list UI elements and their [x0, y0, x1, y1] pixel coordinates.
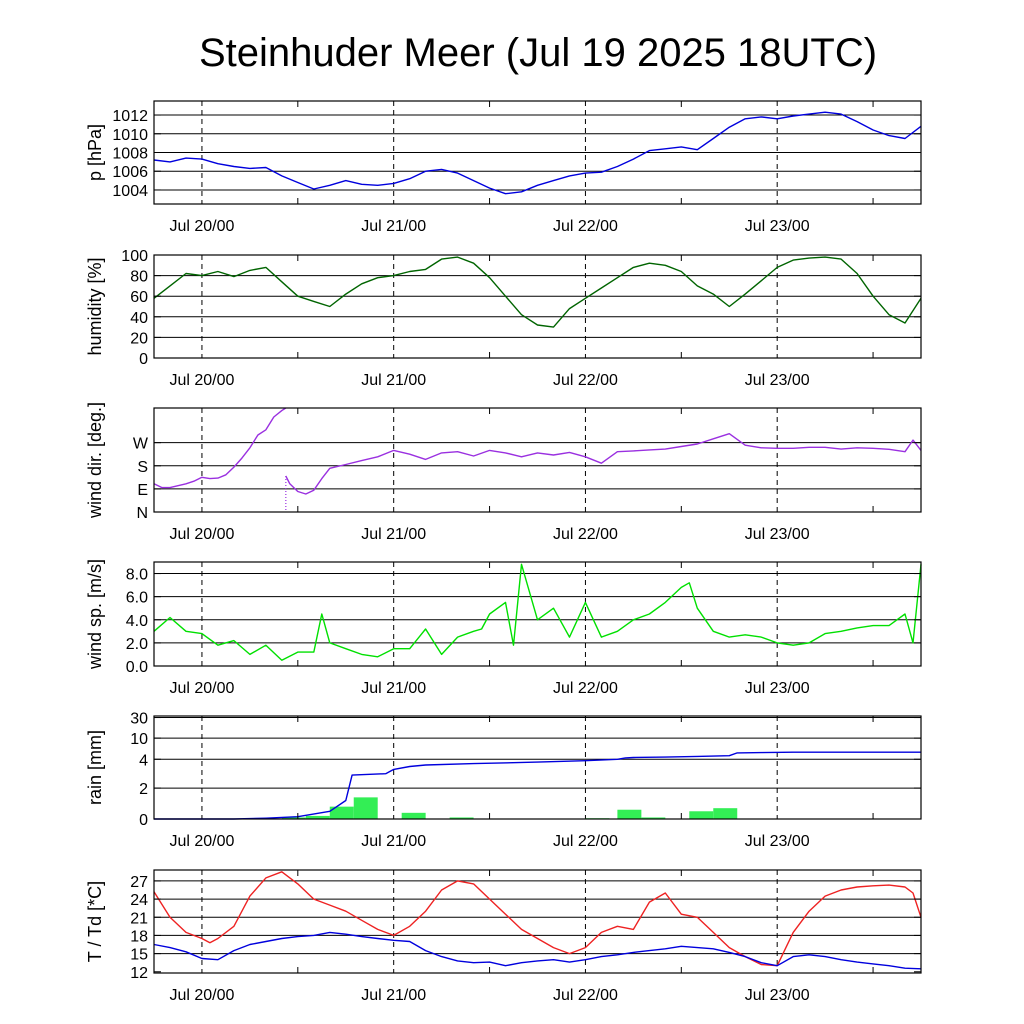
y-tick-label: 20 — [130, 330, 148, 347]
x-tick-label: Jul 23/00 — [745, 372, 810, 389]
x-tick-label: Jul 22/00 — [553, 372, 618, 389]
y-tick-label: 8.0 — [126, 567, 148, 584]
rain-bar — [641, 817, 666, 819]
y-axis-label: humidity [%] — [85, 257, 105, 355]
y-tick-label: E — [137, 482, 148, 499]
y-tick-label: 100 — [121, 248, 148, 265]
rain-bar — [353, 797, 378, 819]
rain-bar — [449, 817, 474, 819]
y-tick-label: N — [136, 505, 148, 522]
plot-frame — [153, 407, 922, 513]
y-tick-label: 2 — [139, 781, 148, 798]
rain-bar — [689, 811, 714, 819]
series-line-1 — [153, 256, 922, 328]
y-tick-label: 0.0 — [126, 659, 148, 676]
x-tick-label: Jul 20/00 — [169, 833, 234, 850]
rain-bar — [713, 808, 738, 819]
y-tick-label: 4 — [139, 752, 148, 769]
series-line-1 — [153, 871, 922, 967]
series-line-1 — [153, 407, 287, 489]
x-tick-label: Jul 22/00 — [553, 526, 618, 543]
x-tick-label: Jul 23/00 — [745, 680, 810, 697]
y-tick-label: 1012 — [112, 108, 148, 125]
y-tick-label: 80 — [130, 269, 148, 286]
x-tick-label: Jul 22/00 — [553, 218, 618, 235]
y-tick-label: 15 — [130, 947, 148, 964]
series-line-1 — [153, 563, 922, 661]
y-tick-label: 12 — [130, 965, 148, 982]
y-tick-label: S — [137, 459, 148, 476]
y-tick-label: 10 — [130, 731, 148, 748]
rain-bar — [281, 817, 306, 819]
plot-frame — [153, 869, 922, 974]
x-tick-label: Jul 20/00 — [169, 218, 234, 235]
panel-rain: 0 2 4 10 30 Jul 20/00 Jul 21/00 Jul 22/00 Jul 23… — [85, 711, 922, 850]
x-tick-label: Jul 21/00 — [361, 680, 426, 697]
x-tick-label: Jul 21/00 — [361, 372, 426, 389]
chart-title: Steinhuder Meer (Jul 19 2025 18UTC) — [199, 31, 877, 75]
x-tick-label: Jul 20/00 — [169, 526, 234, 543]
y-tick-label: 40 — [130, 310, 148, 327]
y-axis-label: p [hPa] — [85, 124, 105, 181]
rain-bar — [305, 815, 330, 819]
y-axis-label: wind dir. [deg.] — [85, 402, 105, 519]
y-tick-label: 0 — [139, 351, 148, 368]
series-line-2 — [153, 931, 922, 970]
y-tick-label: 1010 — [112, 127, 148, 144]
x-tick-label: Jul 22/00 — [553, 833, 618, 850]
y-tick-label: 2.0 — [126, 636, 148, 653]
x-tick-label: Jul 23/00 — [745, 987, 810, 1004]
y-tick-label: 30 — [130, 711, 148, 728]
y-tick-label: 21 — [130, 910, 148, 927]
x-tick-label: Jul 20/00 — [169, 372, 234, 389]
x-tick-label: Jul 22/00 — [553, 987, 618, 1004]
x-tick-label: Jul 20/00 — [169, 987, 234, 1004]
y-axis-label: rain [mm] — [85, 730, 105, 805]
y-tick-label: 1006 — [112, 164, 148, 181]
y-axis-label: wind sp. [m/s] — [85, 559, 105, 670]
series-line-2 — [285, 433, 922, 495]
panel-wind-speed: 0.0 2.0 4.0 6.0 8.0 Jul 20/00 Jul 21/00 Jul 22/… — [85, 559, 922, 697]
x-tick-label: Jul 23/00 — [745, 833, 810, 850]
rain-bar — [617, 809, 642, 819]
y-tick-label: 0 — [139, 812, 148, 829]
panel-humidity: 0 20 40 60 80 100 Jul 20/00 Jul 21/00 Jul 22/00 J… — [85, 248, 922, 389]
x-tick-label: Jul 21/00 — [361, 987, 426, 1004]
y-tick-label: 18 — [130, 928, 148, 945]
plot-frame — [153, 254, 922, 359]
y-tick-label: 1004 — [112, 183, 148, 200]
x-tick-label: Jul 23/00 — [745, 526, 810, 543]
x-tick-label: Jul 23/00 — [745, 218, 810, 235]
rain-bar — [401, 812, 426, 819]
series-line-1 — [154, 751, 921, 820]
plot-frame — [153, 561, 922, 667]
series-line-1 — [153, 111, 922, 195]
x-tick-label: Jul 22/00 — [553, 680, 618, 697]
rain-bar — [329, 806, 354, 819]
y-axis-label: T / Td [*C] — [85, 881, 105, 962]
x-tick-label: Jul 20/00 — [169, 680, 234, 697]
plot-frame — [153, 715, 922, 820]
x-tick-label: Jul 21/00 — [361, 218, 426, 235]
x-tick-label: Jul 21/00 — [361, 833, 426, 850]
y-tick-label: 60 — [130, 289, 148, 306]
y-tick-label: 6.0 — [126, 590, 148, 607]
y-tick-label: 4.0 — [126, 613, 148, 630]
y-tick-label: 24 — [130, 892, 148, 909]
y-tick-label: W — [133, 436, 149, 453]
y-tick-label: 27 — [130, 874, 148, 891]
y-tick-label: 1008 — [112, 146, 148, 163]
x-tick-label: Jul 21/00 — [361, 526, 426, 543]
